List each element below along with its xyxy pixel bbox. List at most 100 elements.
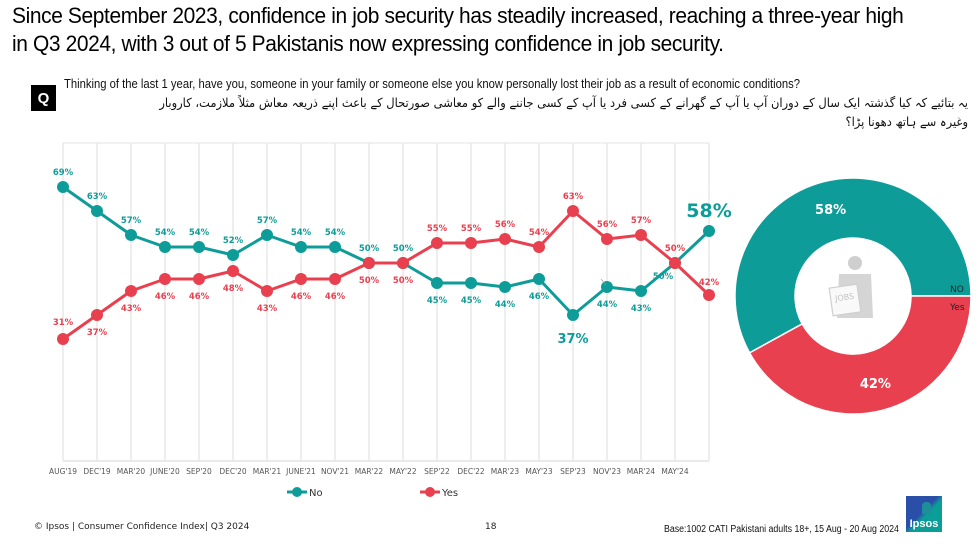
- data-points: [57, 181, 715, 345]
- x-tick-label: SEP'20: [186, 467, 212, 476]
- legend-label: No: [309, 488, 323, 499]
- legend-label: Yes: [949, 303, 965, 313]
- data-point-no: [431, 277, 443, 289]
- data-label-yes: 54%: [529, 228, 550, 238]
- x-tick-label: NOV'23: [593, 467, 621, 476]
- data-point-yes: [159, 273, 171, 285]
- data-point-no: [703, 225, 715, 237]
- donut-label-no: 58%: [815, 203, 846, 218]
- line-legend: No Yes: [287, 487, 458, 499]
- legend-swatch: [942, 305, 946, 309]
- data-point-yes: [261, 285, 273, 297]
- donut-label-yes: 42%: [860, 377, 891, 392]
- data-label-no: 54%: [291, 228, 312, 238]
- data-label-no: 69%: [53, 168, 74, 178]
- data-labels: 69% 63% 57% 54% 54% 52% 57% 54% 54% 50% 50% 45% 45% 4…: [53, 168, 732, 347]
- slide-title: Since September 2023, confidence in job …: [12, 3, 904, 56]
- data-label-no: 37%: [557, 332, 588, 347]
- x-tick-label: NOV'21: [321, 467, 349, 476]
- data-label-no: 50%: [393, 244, 414, 254]
- data-point-yes: [465, 237, 477, 249]
- data-point-no: [465, 277, 477, 289]
- x-tick-label: JUNE'20: [149, 467, 180, 476]
- logo-head-icon: [922, 502, 931, 514]
- data-label-no: 54%: [325, 228, 346, 238]
- data-point-yes: [91, 309, 103, 321]
- x-tick-label: DEC'22: [457, 467, 485, 476]
- data-point-yes: [533, 241, 545, 253]
- label-leader-line: [600, 278, 607, 286]
- data-point-no: [635, 285, 647, 297]
- data-point-no: [329, 241, 341, 253]
- grid-lines: [62, 142, 710, 462]
- legend-swatch: [942, 287, 946, 291]
- data-label-no: 58%: [686, 200, 731, 222]
- legend-marker: [425, 487, 435, 497]
- x-tick-label: MAR'21: [253, 467, 282, 476]
- data-label-yes: 37%: [87, 328, 108, 338]
- x-tick-label: AUG'19: [49, 467, 77, 476]
- icon-head: [848, 256, 862, 270]
- legend-label: Yes: [441, 488, 458, 499]
- data-label-yes: 63%: [563, 192, 584, 202]
- data-label-no: 63%: [87, 192, 108, 202]
- data-label-no: 46%: [529, 292, 550, 302]
- data-point-no: [227, 249, 239, 261]
- data-point-no: [295, 241, 307, 253]
- data-point-no: [261, 229, 273, 241]
- x-tick-label: MAR'23: [491, 467, 520, 476]
- data-label-yes: 43%: [121, 304, 142, 314]
- data-label-yes: 31%: [53, 318, 74, 328]
- x-tick-label: SEP'23: [560, 467, 586, 476]
- data-label-no: 52%: [223, 236, 244, 246]
- data-point-no: [601, 281, 613, 293]
- data-label-no: 54%: [189, 228, 210, 238]
- data-point-yes: [431, 237, 443, 249]
- data-label-yes: 42%: [699, 278, 720, 288]
- data-label-yes: 56%: [495, 220, 516, 230]
- icon-body: [837, 274, 873, 318]
- legend-item-yes: Yes: [420, 487, 458, 499]
- jobs-newspaper-person-icon: JOBS: [828, 256, 873, 318]
- icon-jobs-text: JOBS: [834, 292, 855, 304]
- data-label-no: 50%: [653, 272, 674, 282]
- data-point-yes: [295, 273, 307, 285]
- data-point-no: [499, 281, 511, 293]
- data-point-no: [125, 229, 137, 241]
- data-point-no: [159, 241, 171, 253]
- data-point-yes: [499, 233, 511, 245]
- donut-legend-item-no: NO: [942, 285, 964, 295]
- data-label-no: 45%: [461, 296, 482, 306]
- data-point-yes: [227, 265, 239, 277]
- x-tick-label: MAR'22: [355, 467, 384, 476]
- base-note: Base:1002 CATI Pakistani adults 18+, 15 …: [664, 524, 899, 535]
- data-label-yes: 55%: [461, 224, 482, 234]
- data-label-no: 54%: [155, 228, 176, 238]
- data-point-yes: [635, 229, 647, 241]
- data-point-no: [57, 181, 69, 193]
- data-label-no: 57%: [257, 216, 278, 226]
- question-text-urdu: یہ بتائیے کہ کیا گذشتہ ایک سال کے دوران …: [159, 95, 968, 129]
- data-point-yes: [363, 257, 375, 269]
- data-label-yes: 43%: [257, 304, 278, 314]
- x-tick-label: JUNE'21: [285, 467, 316, 476]
- data-point-yes: [567, 205, 579, 217]
- question-badge: Q: [31, 85, 56, 111]
- copyright-footer: © Ipsos | Consumer Confidence Index| Q3 …: [34, 522, 250, 532]
- x-tick-label: MAR'24: [627, 467, 656, 476]
- x-tick-label: MAY'24: [661, 467, 688, 476]
- x-tick-label: SEP'22: [424, 467, 450, 476]
- data-label-no: 50%: [359, 244, 380, 254]
- x-tick-label: DEC'19: [83, 467, 111, 476]
- data-label-yes: 48%: [223, 284, 244, 294]
- icon-newspaper: [828, 283, 862, 317]
- x-axis-labels: AUG'19 DEC'19 MAR'20 JUNE'20 SEP'20 DEC'20 MAR…: [49, 467, 689, 476]
- data-point-no: [533, 273, 545, 285]
- donut-legend-item-yes: Yes: [942, 303, 965, 313]
- x-tick-label: MAY'23: [525, 467, 552, 476]
- data-label-yes: 57%: [631, 216, 652, 226]
- data-point-yes: [397, 257, 409, 269]
- data-label-yes: 46%: [189, 292, 210, 302]
- data-label-yes: 46%: [325, 292, 346, 302]
